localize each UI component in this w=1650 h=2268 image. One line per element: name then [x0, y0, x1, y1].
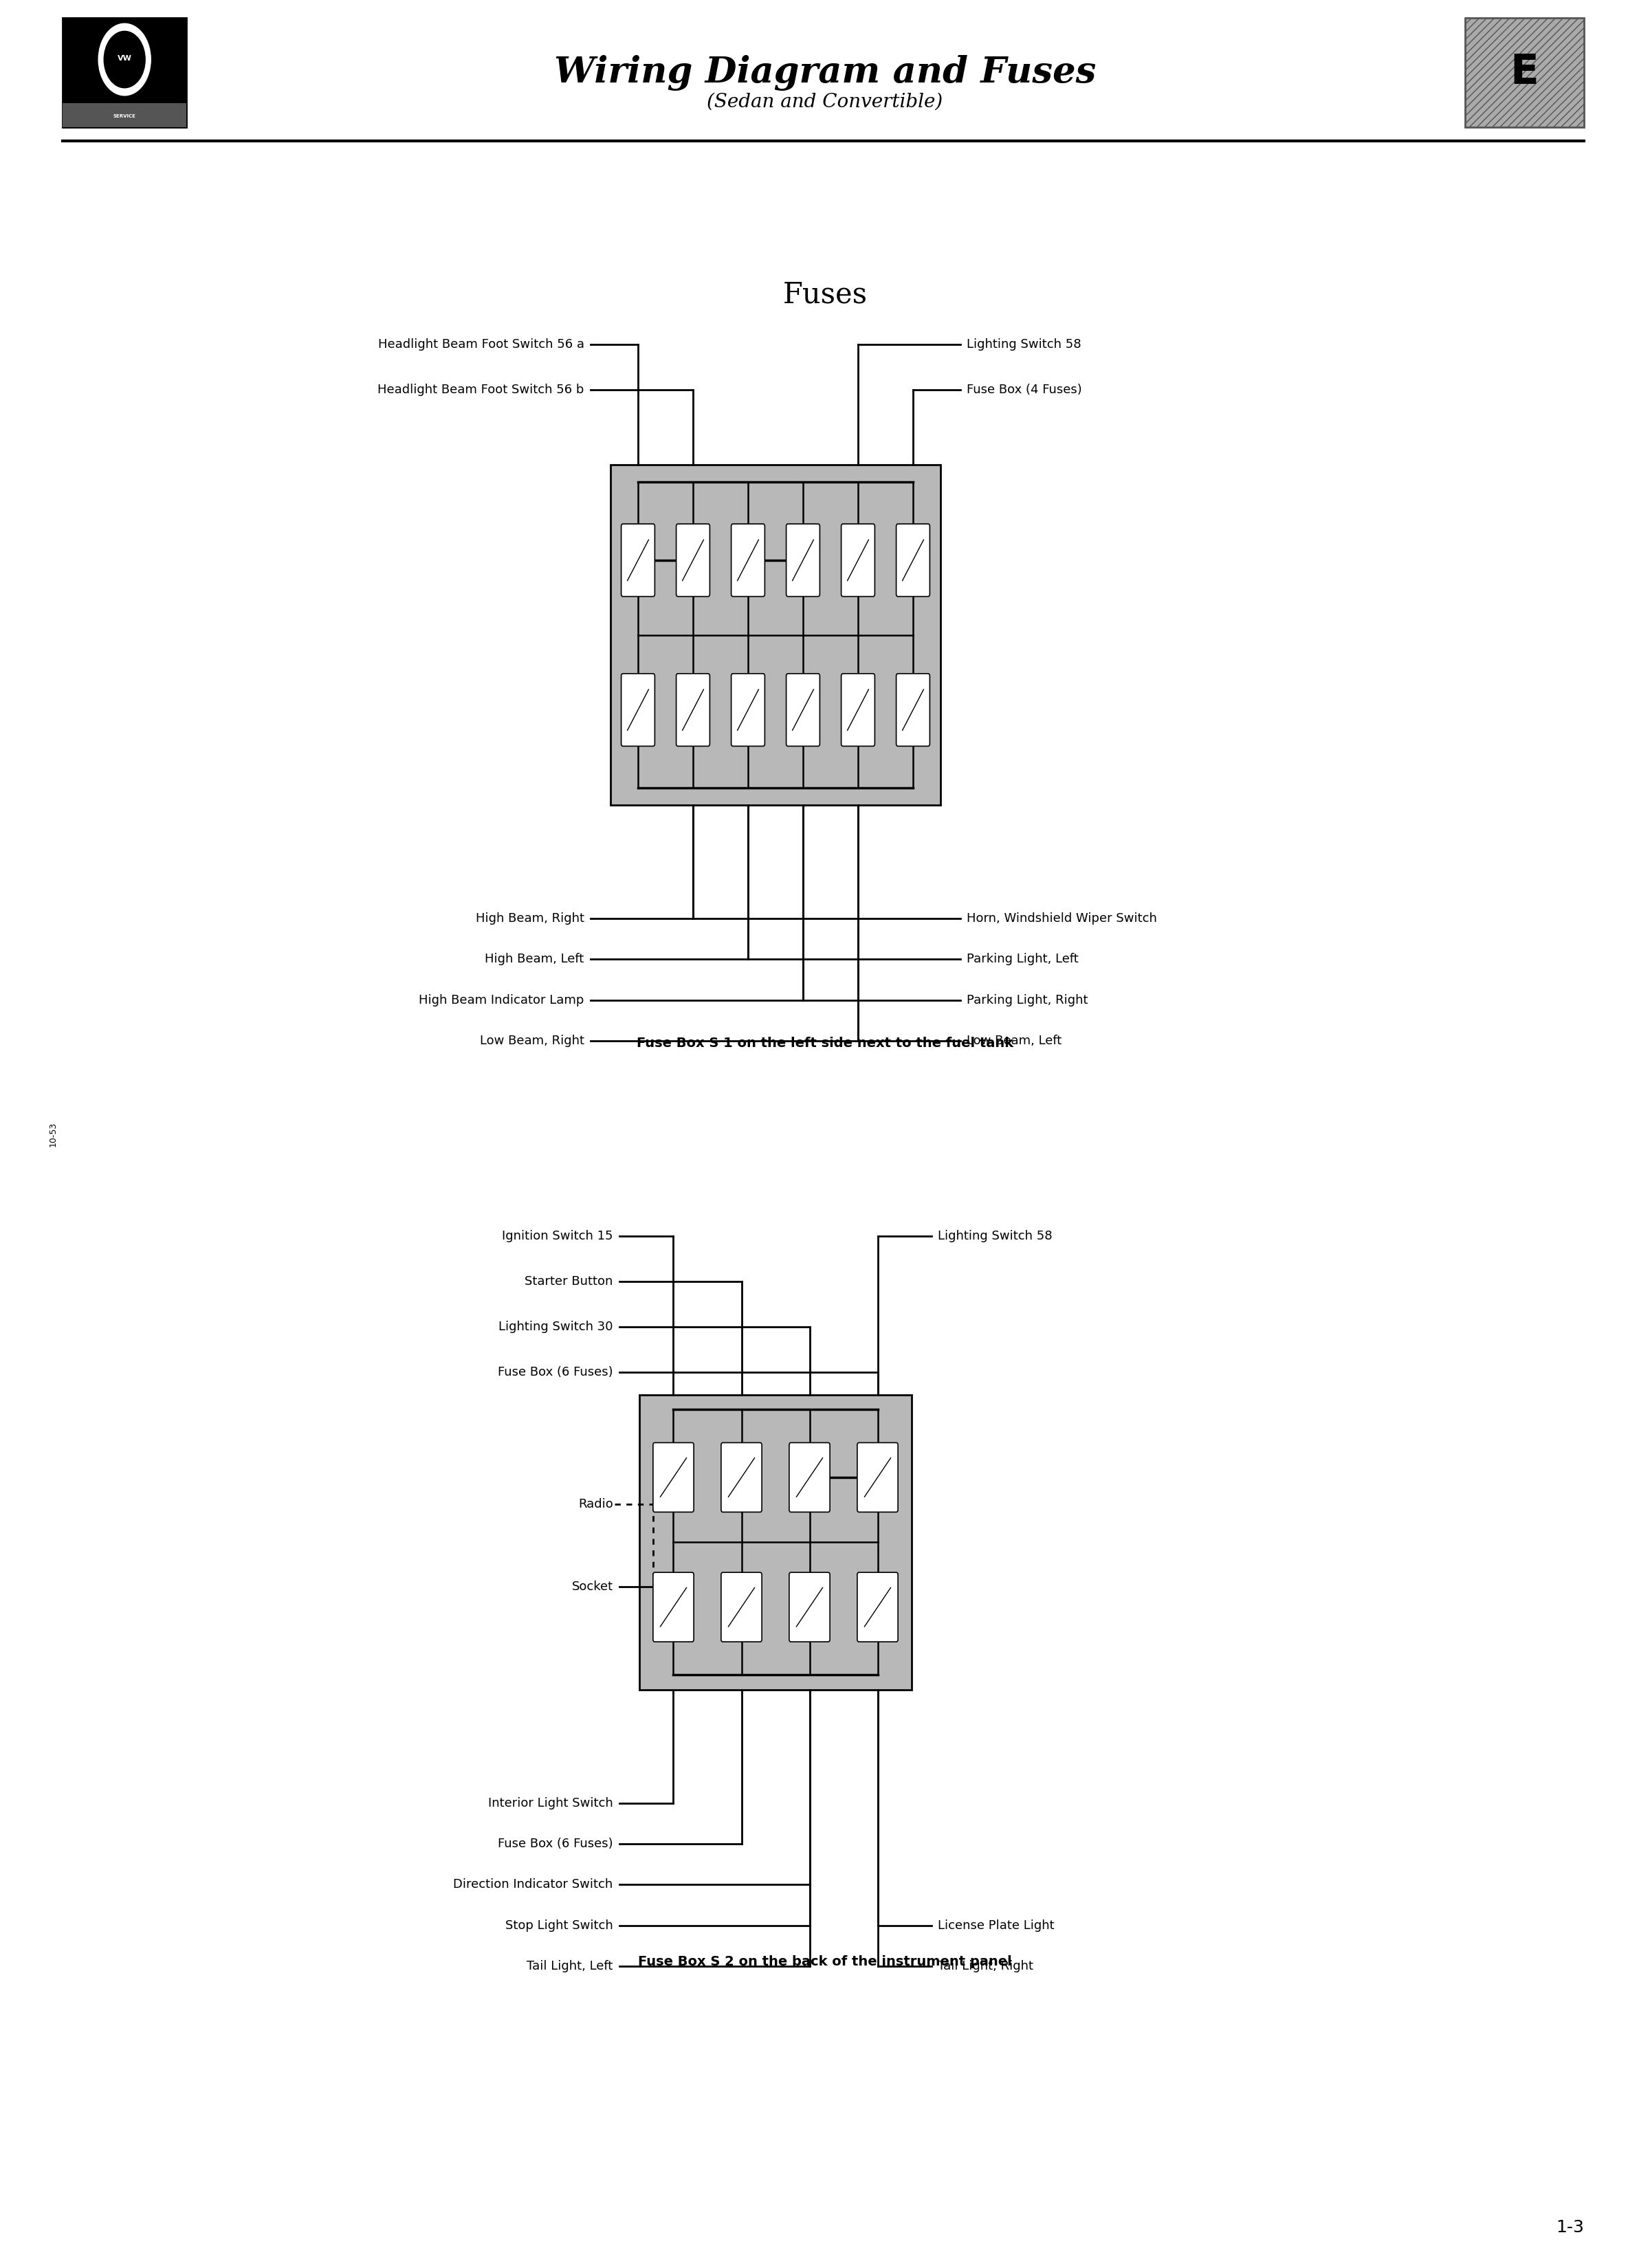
Bar	[63, 102, 186, 127]
Text: Wiring Diagram and Fuses: Wiring Diagram and Fuses	[554, 54, 1096, 91]
FancyBboxPatch shape	[622, 524, 655, 596]
Text: Fuse Box S 1 on the left side next to the fuel tank: Fuse Box S 1 on the left side next to th…	[637, 1036, 1013, 1050]
FancyBboxPatch shape	[858, 1572, 898, 1642]
FancyBboxPatch shape	[721, 1572, 762, 1642]
Text: Fuse Box (6 Fuses): Fuse Box (6 Fuses)	[498, 1837, 614, 1851]
Text: 1-3: 1-3	[1556, 2218, 1584, 2236]
FancyBboxPatch shape	[842, 524, 874, 596]
Text: SERVICE: SERVICE	[114, 113, 135, 118]
Text: Low Beam, Right: Low Beam, Right	[480, 1034, 584, 1048]
FancyBboxPatch shape	[653, 1442, 693, 1513]
Text: Fuse Box (6 Fuses): Fuse Box (6 Fuses)	[498, 1365, 614, 1379]
FancyBboxPatch shape	[842, 674, 874, 746]
FancyBboxPatch shape	[721, 1442, 762, 1513]
FancyBboxPatch shape	[787, 524, 820, 596]
Bar	[610, 465, 940, 805]
FancyBboxPatch shape	[896, 524, 931, 596]
FancyBboxPatch shape	[622, 674, 655, 746]
FancyBboxPatch shape	[789, 1442, 830, 1513]
Bar	[63, 18, 186, 127]
FancyBboxPatch shape	[858, 1442, 898, 1513]
Text: Low Beam, Left: Low Beam, Left	[967, 1034, 1063, 1048]
Text: Parking Light, Right: Parking Light, Right	[967, 993, 1089, 1007]
Text: License Plate Light: License Plate Light	[939, 1919, 1054, 1932]
FancyBboxPatch shape	[676, 674, 710, 746]
Text: Fuse Box (4 Fuses): Fuse Box (4 Fuses)	[967, 383, 1082, 397]
Circle shape	[99, 23, 150, 95]
Text: E: E	[1510, 52, 1539, 93]
Text: Lighting Switch 58: Lighting Switch 58	[939, 1229, 1053, 1243]
Circle shape	[104, 32, 145, 88]
FancyBboxPatch shape	[676, 524, 710, 596]
FancyBboxPatch shape	[731, 524, 764, 596]
Text: Tail Light, Left: Tail Light, Left	[526, 1960, 614, 1973]
Text: Headlight Beam Foot Switch 56 a: Headlight Beam Foot Switch 56 a	[378, 338, 584, 352]
Text: (Sedan and Convertible): (Sedan and Convertible)	[706, 93, 944, 111]
FancyBboxPatch shape	[787, 674, 820, 746]
Bar	[1465, 18, 1584, 127]
Text: 10-53: 10-53	[48, 1123, 58, 1145]
Text: Socket: Socket	[571, 1581, 614, 1592]
Text: Ignition Switch 15: Ignition Switch 15	[502, 1229, 614, 1243]
Text: Fuse Box S 2 on the back of the instrument panel: Fuse Box S 2 on the back of the instrume…	[639, 1955, 1011, 1969]
Text: Stop Light Switch: Stop Light Switch	[505, 1919, 614, 1932]
Text: High Beam, Right: High Beam, Right	[475, 912, 584, 925]
Text: Tail Light, Right: Tail Light, Right	[939, 1960, 1033, 1973]
Text: Parking Light, Left: Parking Light, Left	[967, 953, 1079, 966]
FancyBboxPatch shape	[789, 1572, 830, 1642]
Text: High Beam, Left: High Beam, Left	[485, 953, 584, 966]
Text: Lighting Switch 30: Lighting Switch 30	[498, 1320, 614, 1334]
Text: Horn, Windshield Wiper Switch: Horn, Windshield Wiper Switch	[967, 912, 1157, 925]
Text: Starter Button: Starter Button	[525, 1275, 614, 1288]
Bar	[639, 1395, 911, 1690]
Text: Interior Light Switch: Interior Light Switch	[488, 1796, 614, 1810]
Text: Direction Indicator Switch: Direction Indicator Switch	[454, 1878, 614, 1892]
FancyBboxPatch shape	[896, 674, 931, 746]
Text: Headlight Beam Foot Switch 56 b: Headlight Beam Foot Switch 56 b	[378, 383, 584, 397]
Text: Fuses: Fuses	[782, 281, 868, 308]
Text: Lighting Switch 58: Lighting Switch 58	[967, 338, 1081, 352]
FancyBboxPatch shape	[731, 674, 764, 746]
Text: Radio: Radio	[578, 1497, 614, 1510]
Text: High Beam Indicator Lamp: High Beam Indicator Lamp	[419, 993, 584, 1007]
Text: VW: VW	[117, 54, 132, 61]
FancyBboxPatch shape	[653, 1572, 693, 1642]
